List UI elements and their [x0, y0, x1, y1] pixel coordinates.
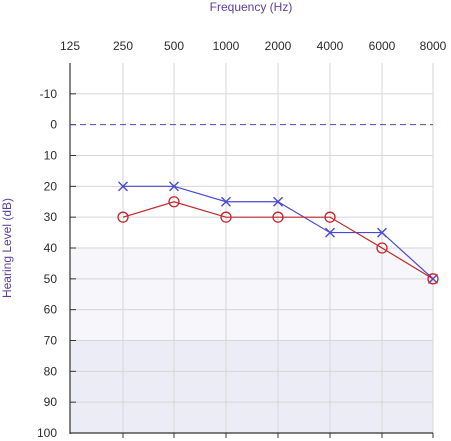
x-axis-title: Frequency (Hz) [210, 0, 293, 14]
series-layer [117, 181, 439, 285]
y-tick-label-90: 90 [44, 395, 58, 409]
data-point-x-1000 [221, 196, 231, 207]
band-layer [70, 248, 433, 433]
data-point-o-250 [117, 211, 129, 223]
y-tick-label-0: 0 [50, 118, 57, 132]
y-tick-label-40: 40 [44, 241, 58, 255]
y-tick-label-100: 100 [37, 426, 57, 440]
y-tick-label-10: 10 [44, 149, 58, 163]
y-tick-label-30: 30 [44, 210, 58, 224]
y-tick-label-50: 50 [44, 272, 58, 286]
data-point-x-250 [118, 181, 128, 192]
data-point-x-6000 [377, 227, 387, 238]
x-tick-label-4000: 4000 [317, 39, 344, 53]
data-point-o-2000 [272, 211, 284, 223]
y-tick-label-20: 20 [44, 179, 58, 193]
y-axis-title: Hearing Level (dB) [0, 198, 14, 298]
x-tick-label-250: 250 [113, 39, 133, 53]
x-tick-label-8000: 8000 [420, 39, 447, 53]
x-tick-label-1000: 1000 [213, 39, 240, 53]
data-point-o-8000 [427, 273, 439, 285]
data-point-x-500 [169, 181, 179, 192]
data-point-o-1000 [220, 211, 232, 223]
x-tick-label-500: 500 [164, 39, 184, 53]
x-tick-label-125: 125 [60, 39, 80, 53]
y-tick-label--10: -10 [40, 87, 58, 101]
data-point-o-6000 [376, 242, 388, 254]
y-tick-label-80: 80 [44, 364, 58, 378]
shaded-band-1 [70, 248, 433, 341]
x-tick-label-6000: 6000 [369, 39, 396, 53]
data-point-o-4000 [324, 211, 336, 223]
y-tick-label-60: 60 [44, 303, 58, 317]
shaded-band-2 [70, 340, 433, 433]
x-tick-label-2000: 2000 [265, 39, 292, 53]
y-tick-label-70: 70 [44, 334, 58, 348]
data-point-x-4000 [325, 227, 335, 238]
series-2-o [117, 196, 439, 285]
data-point-x-2000 [273, 196, 283, 207]
series-line-2 [122, 201, 434, 280]
data-point-o-500 [168, 196, 180, 208]
tick-labels-layer: 125 250 500 1000 2000 4000 6000 8000 -10 0 10 20 30 4… [37, 39, 447, 440]
